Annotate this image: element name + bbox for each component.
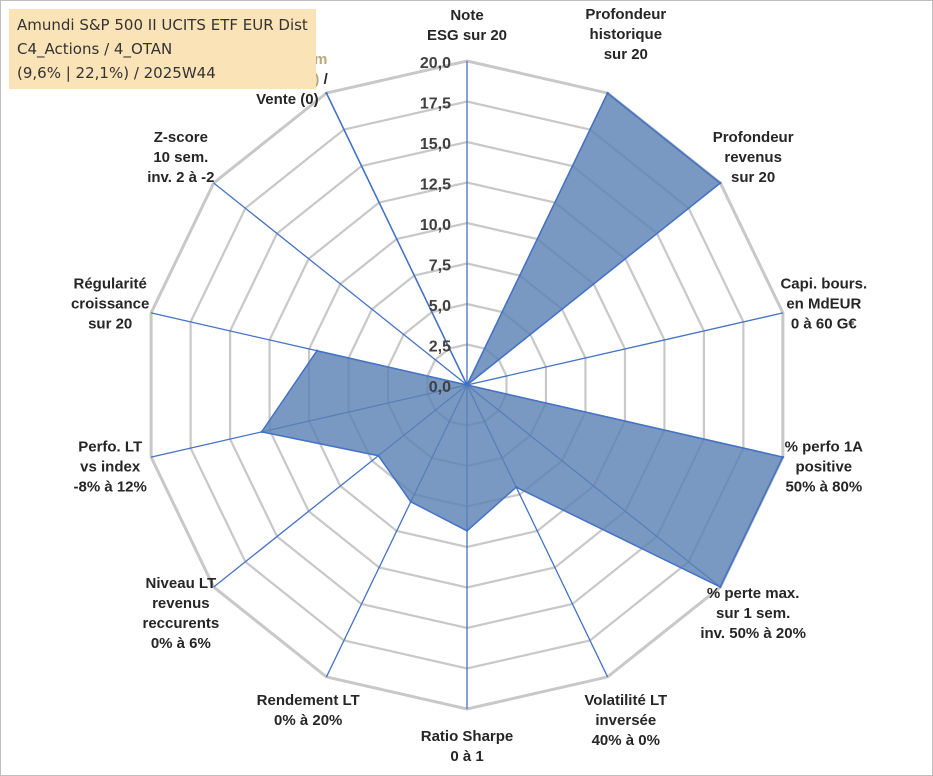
axis-label-10: Niveau LT revenus reccurents 0% à 6% [142, 575, 219, 652]
chart-title-line1: Amundi S&P 500 II UCITS ETF EUR Dist [17, 16, 308, 34]
axis-label-11: Perfo. LT vs index -8% à 12% [73, 438, 146, 495]
data-point-14 [325, 91, 328, 95]
series [260, 91, 785, 589]
axis-spoke-4 [466, 312, 784, 386]
data-point-9 [409, 500, 412, 503]
data-point-7 [515, 485, 518, 489]
axis-spoke-13 [213, 182, 468, 386]
chart-title-line3: (9,6% | 22,1%) / 2025W44 [17, 64, 216, 82]
tick-labels: 0,0 2,5 5,0 7,5 10,0 12,5 15,0 17,5 20,0 [420, 55, 451, 396]
tick-label: 0,0 [429, 379, 451, 396]
tick-label: 20,0 [420, 55, 451, 72]
tick-label: 10,0 [420, 217, 451, 234]
axis-label-1: Note ESG sur 20 [427, 7, 507, 44]
tick-label: 17,5 [420, 96, 451, 113]
data-point-13 [465, 383, 469, 387]
chart-title-box: Amundi S&P 500 II UCITS ETF EUR Dist C4_… [9, 9, 316, 89]
axis-label-7: Volatilité LT inversée 40% à 0% [584, 692, 667, 749]
data-point-2 [606, 91, 609, 95]
axis-label-8: Ratio Sharpe 0 à 1 [421, 728, 514, 765]
data-point-5 [781, 455, 785, 459]
tick-label: 2,5 [429, 339, 451, 356]
data-point-8 [465, 529, 469, 532]
axis-label-3: Profondeur revenus sur 20 [713, 129, 794, 186]
data-point-11 [260, 430, 263, 434]
tick-label: 12,5 [420, 177, 451, 194]
chart-title-line2: C4_Actions / 4_OTAN [17, 40, 173, 58]
tick-label: 5,0 [429, 298, 451, 315]
tick-label: 15,0 [420, 136, 451, 153]
axis-label-4: Capi. bours. en MdEUR 0 à 60 G€ [780, 276, 867, 333]
axis-label-5: % perfo 1A positive 50% à 80% [785, 438, 864, 495]
data-point-12 [315, 349, 319, 352]
axis-labels: Note ESG sur 20 Profondeur historique sur 20… [71, 6, 867, 765]
data-point-3 [719, 181, 722, 185]
axis-label-12: Régularité croissance sur 20 [71, 276, 149, 333]
axis-label-2: Profondeur historique sur 20 [585, 6, 666, 63]
data-point-6 [719, 585, 722, 589]
axis-label-13: Z-score 10 sem. inv. 2 à -2 [147, 129, 214, 186]
axis-label-9: Rendement LT 0% à 20% [257, 692, 360, 729]
data-point-10 [377, 454, 380, 457]
tick-label: 7,5 [429, 258, 451, 275]
axis-label-6: % perte max. sur 1 sem. inv. 50% à 20% [700, 585, 806, 642]
